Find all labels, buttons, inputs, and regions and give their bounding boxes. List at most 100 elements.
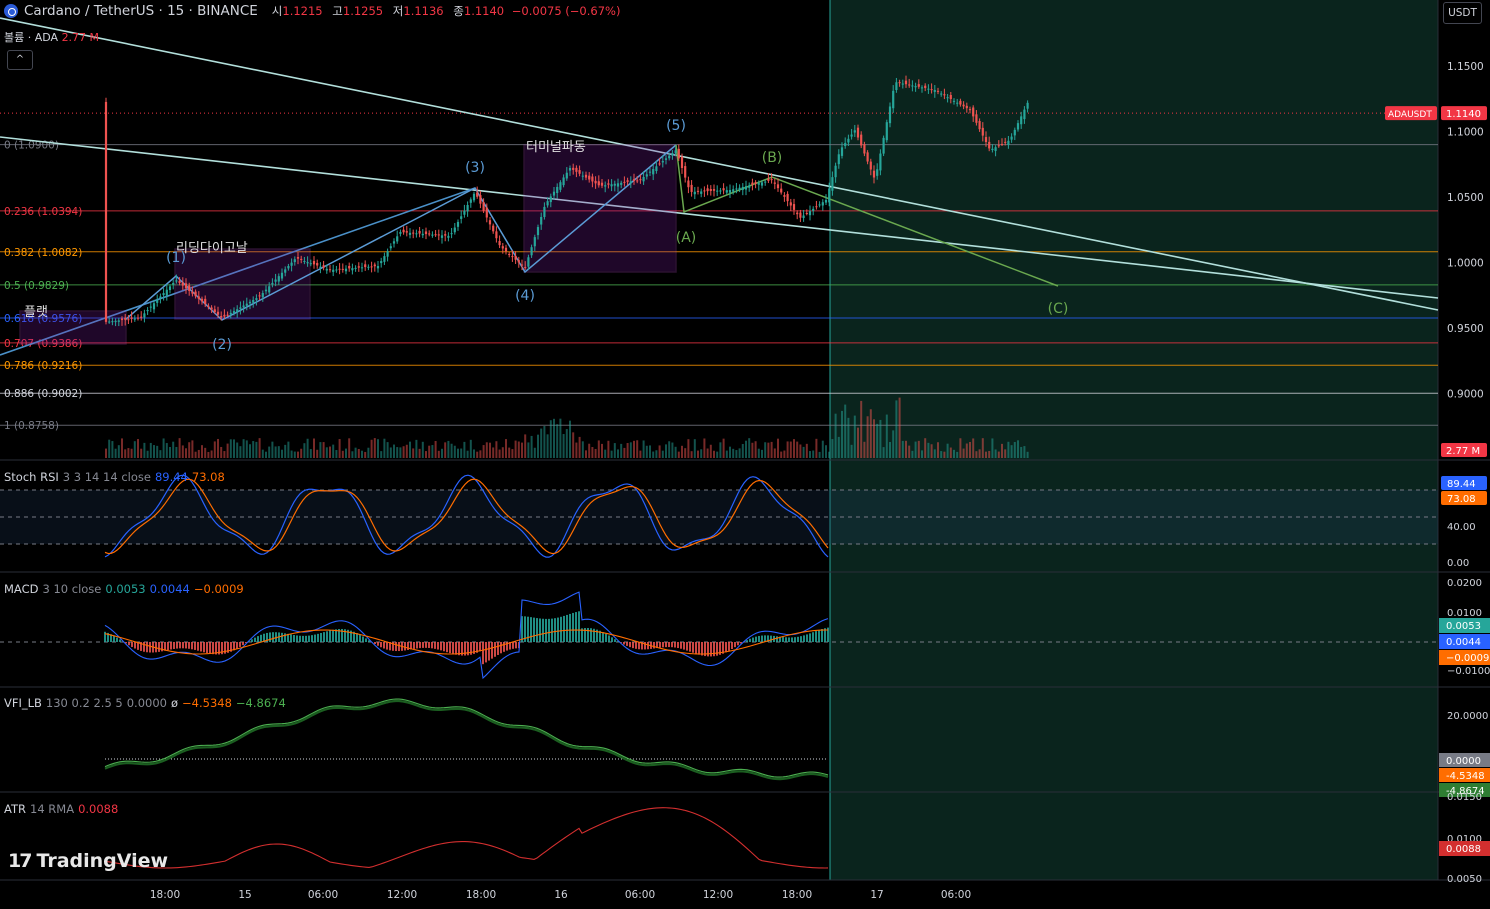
fib-level-label: 1 (0.8758) bbox=[4, 420, 59, 432]
volume-bar bbox=[229, 439, 232, 458]
candle-body bbox=[1013, 129, 1016, 136]
candle-body bbox=[450, 233, 453, 235]
volume-bar bbox=[479, 450, 482, 458]
candle-body bbox=[552, 191, 556, 196]
macd-histogram-bar bbox=[473, 642, 475, 654]
macd-histogram-bar bbox=[629, 642, 631, 648]
volume-bar bbox=[303, 443, 306, 458]
candle-body bbox=[287, 266, 290, 269]
candle-body bbox=[690, 184, 693, 192]
macd-histogram-bar bbox=[740, 642, 742, 644]
volume-bar bbox=[540, 428, 543, 458]
tradingview-logo[interactable]: 17 TradingView bbox=[8, 850, 169, 872]
candle-body bbox=[316, 263, 319, 266]
macd-histogram-bar bbox=[557, 617, 559, 642]
symbol-title[interactable]: Cardano / TetherUS · 15 · BINANCE bbox=[24, 3, 258, 19]
candle-body bbox=[453, 227, 456, 233]
macd-histogram-bar bbox=[326, 631, 328, 642]
currency-button[interactable]: USDT bbox=[1443, 2, 1482, 24]
volume-bar bbox=[217, 438, 219, 458]
collapse-legend-button[interactable]: ^ bbox=[7, 50, 33, 70]
candle-body bbox=[280, 272, 284, 279]
candle-body bbox=[997, 145, 1000, 147]
candle-body bbox=[764, 181, 767, 183]
terminal-annotation: 터미널파동 bbox=[526, 140, 586, 155]
macd-histogram-bar bbox=[596, 629, 598, 642]
elliott-wave-label: (A) bbox=[676, 230, 697, 246]
candle-body bbox=[162, 293, 165, 296]
volume-bar bbox=[428, 445, 431, 458]
volume-bar bbox=[402, 446, 405, 458]
stoch-rsi-legend[interactable]: Stoch RSI 3 3 14 14 close 89.44 73.08 bbox=[4, 470, 225, 484]
volume-bar bbox=[546, 434, 549, 458]
macd-histogram-bar bbox=[347, 629, 349, 642]
candle-body bbox=[626, 180, 629, 182]
macd-histogram-bar bbox=[425, 642, 427, 648]
macd-histogram-bar bbox=[428, 642, 430, 648]
macd-legend[interactable]: MACD 3 10 close 0.0053 0.0044 −0.0009 bbox=[4, 582, 244, 596]
stoch-axis-tick: 40.00 bbox=[1447, 522, 1476, 533]
vfi-legend[interactable]: VFI_LB 130 0.2 2.5 5 0.0000 ø −4.5348 −4.8674 bbox=[4, 696, 286, 710]
candle-body bbox=[504, 247, 508, 252]
volume-bar bbox=[719, 442, 722, 458]
time-axis-tick: 15 bbox=[238, 889, 251, 901]
candle-body bbox=[920, 87, 924, 89]
macd-histogram-bar bbox=[242, 642, 244, 646]
macd-histogram-bar bbox=[449, 642, 451, 654]
stoch-k-tag-bg bbox=[1441, 476, 1487, 490]
candle-body bbox=[111, 321, 114, 323]
macd-histogram-bar bbox=[794, 637, 796, 642]
macd-histogram-bar bbox=[524, 616, 526, 642]
macd-histogram-bar bbox=[227, 642, 229, 653]
volume-bar bbox=[140, 448, 143, 458]
candle-body bbox=[767, 178, 770, 181]
macd-histogram-bar bbox=[413, 642, 415, 649]
macd-histogram-bar bbox=[137, 642, 139, 650]
candle-body bbox=[645, 174, 648, 177]
volume-bar bbox=[610, 450, 613, 458]
macd-histogram-bar bbox=[653, 642, 655, 649]
volume-legend[interactable]: 볼륨 · ADA 2.77 M bbox=[4, 29, 99, 45]
macd-histogram-bar bbox=[407, 642, 409, 650]
macd-histogram-bar bbox=[488, 642, 490, 661]
volume-bar bbox=[274, 446, 277, 458]
candle-body bbox=[197, 296, 200, 299]
volume-bar bbox=[668, 441, 671, 458]
volume-bar bbox=[245, 440, 248, 458]
volume-bar bbox=[357, 448, 360, 458]
volume-bar bbox=[133, 441, 136, 458]
stoch-axis-tick: 0.00 bbox=[1447, 558, 1469, 569]
volume-bar bbox=[124, 449, 127, 458]
macd-histogram-bar bbox=[497, 642, 499, 655]
volume-bar bbox=[633, 440, 635, 458]
volume-bar bbox=[761, 449, 763, 458]
volume-bar bbox=[1001, 443, 1003, 458]
volume-bar bbox=[188, 442, 191, 458]
candle-body bbox=[808, 211, 812, 216]
macd-histogram-bar bbox=[149, 642, 151, 653]
candle-body bbox=[396, 236, 399, 242]
volume-bar bbox=[575, 442, 578, 458]
macd-histogram-bar bbox=[725, 642, 727, 653]
elliott-wave-label: (5) bbox=[666, 118, 686, 134]
macd-histogram-bar bbox=[254, 637, 256, 642]
candle-body bbox=[220, 315, 223, 318]
volume-bar bbox=[981, 438, 984, 458]
macd-histogram-bar bbox=[530, 617, 532, 642]
time-axis-tick: 18:00 bbox=[782, 889, 812, 901]
volume-bar bbox=[441, 448, 443, 458]
atr-axis-tick: 0.0050 bbox=[1447, 874, 1482, 885]
macd-histogram-bar bbox=[323, 632, 325, 642]
candle-body bbox=[642, 177, 645, 182]
macd-histogram-bar bbox=[146, 642, 148, 653]
candle-body bbox=[991, 148, 994, 151]
macd-histogram-bar bbox=[224, 642, 226, 654]
volume-bar bbox=[1004, 449, 1007, 458]
candle-body bbox=[511, 256, 514, 258]
atr-legend[interactable]: ATR 14 RMA 0.0088 bbox=[4, 802, 119, 816]
volume-bar bbox=[677, 451, 680, 458]
volume-bar bbox=[962, 448, 965, 458]
macd-histogram-bar bbox=[644, 642, 646, 650]
volume-bar bbox=[508, 447, 511, 458]
